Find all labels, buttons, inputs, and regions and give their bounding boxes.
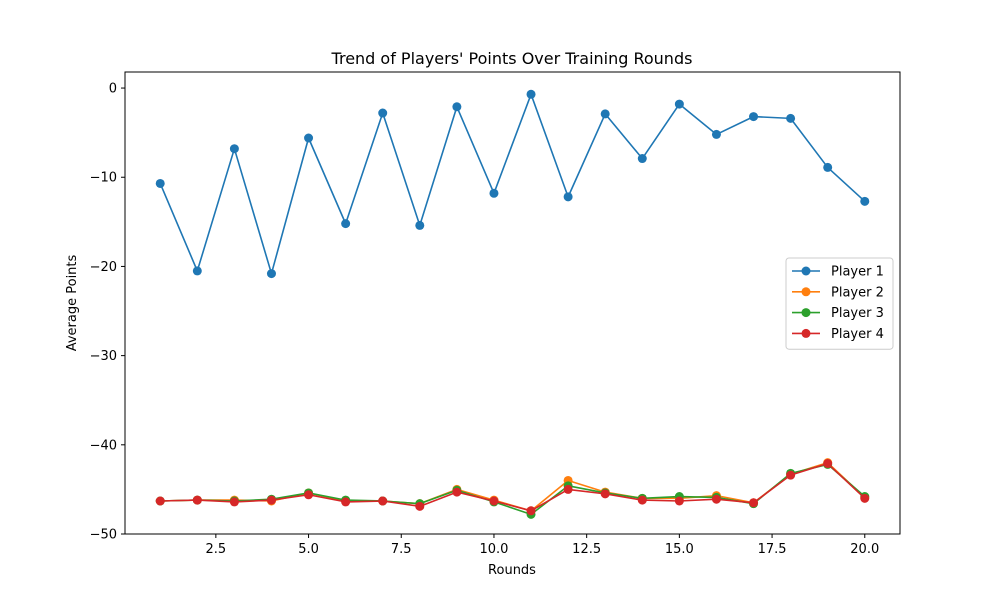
data-point — [563, 484, 573, 494]
legend-label: Player 4 — [831, 327, 884, 342]
data-point — [192, 495, 202, 505]
data-point — [452, 102, 462, 112]
y-tick-label: −30 — [90, 349, 117, 364]
data-point — [415, 220, 425, 230]
data-point — [192, 266, 202, 276]
legend-marker — [801, 266, 811, 276]
legend-box — [785, 257, 894, 350]
chart-title: Trend of Players' Points Over Training R… — [331, 49, 693, 68]
x-tick-label: 2.5 — [206, 542, 227, 557]
y-tick-label: 0 — [109, 82, 117, 97]
data-point — [304, 490, 314, 500]
data-point — [786, 113, 796, 123]
legend-marker — [801, 308, 811, 318]
plot-frame — [124, 71, 901, 535]
data-point — [860, 493, 870, 503]
data-point — [563, 192, 573, 202]
data-point — [860, 196, 870, 206]
data-point — [674, 99, 684, 109]
data-point — [378, 496, 388, 506]
data-point — [378, 108, 388, 118]
data-point — [526, 506, 536, 516]
data-point — [637, 495, 647, 505]
data-point — [823, 162, 833, 172]
y-tick-label: −40 — [90, 438, 117, 453]
plot-area — [155, 89, 870, 519]
data-point — [749, 112, 759, 122]
data-point — [266, 495, 276, 505]
data-point — [452, 487, 462, 497]
x-tick-label: 7.5 — [391, 542, 412, 557]
data-point — [155, 178, 165, 188]
data-point — [304, 133, 314, 143]
x-tick-label: 20.0 — [850, 542, 879, 557]
series-line — [159, 93, 866, 275]
x-tick-label: 17.5 — [758, 542, 787, 557]
legend-entry: Player 2 — [792, 285, 884, 300]
series-line — [160, 462, 866, 512]
series-line — [160, 463, 866, 516]
data-point — [489, 188, 499, 198]
data-point — [341, 219, 351, 229]
y-tick-label: −20 — [90, 260, 117, 275]
data-point — [711, 129, 721, 139]
legend-marker — [801, 287, 811, 297]
y-tick-label: −50 — [90, 528, 117, 543]
legend: Player 1 Player 2 Player 3 Player 4 — [785, 257, 894, 350]
data-point — [489, 496, 499, 506]
data-point — [526, 89, 536, 99]
data-point — [600, 489, 610, 499]
legend-entry: Player 1 — [792, 265, 884, 280]
legend-entry: Player 4 — [792, 327, 884, 342]
data-point — [786, 470, 796, 480]
series-2 — [155, 458, 870, 516]
x-tick-label: 12.5 — [572, 542, 601, 557]
y-tick-label: −10 — [90, 171, 117, 186]
series-line — [160, 461, 866, 512]
data-point — [229, 497, 239, 507]
x-axis: 2.5 5.0 7.5 10.0 12.5 15.0 17.5 20.0 — [206, 534, 879, 557]
data-point — [711, 494, 721, 504]
x-tick-label: 5.0 — [298, 542, 319, 557]
data-point — [600, 109, 610, 119]
y-axis: 0 −10 −20 −30 −40 −50 — [90, 82, 125, 543]
data-point — [823, 459, 833, 469]
legend-marker — [801, 328, 811, 338]
series-1 — [155, 89, 870, 279]
x-tick-label: 15.0 — [665, 542, 694, 557]
legend-entry: Player 3 — [792, 306, 884, 321]
data-point — [229, 144, 239, 154]
x-tick-label: 10.0 — [479, 542, 508, 557]
data-point — [415, 501, 425, 511]
series-4 — [155, 459, 870, 516]
data-point — [155, 496, 165, 506]
legend-label: Player 2 — [831, 285, 884, 300]
data-point — [749, 498, 759, 508]
data-point — [674, 496, 684, 506]
data-point — [341, 497, 351, 507]
y-axis-label: Average Points — [65, 254, 80, 351]
legend-label: Player 3 — [831, 306, 884, 321]
series-3 — [155, 459, 870, 519]
data-point — [266, 269, 276, 279]
data-point — [637, 154, 647, 164]
x-axis-label: Rounds — [488, 563, 536, 578]
legend-label: Player 1 — [831, 265, 884, 280]
